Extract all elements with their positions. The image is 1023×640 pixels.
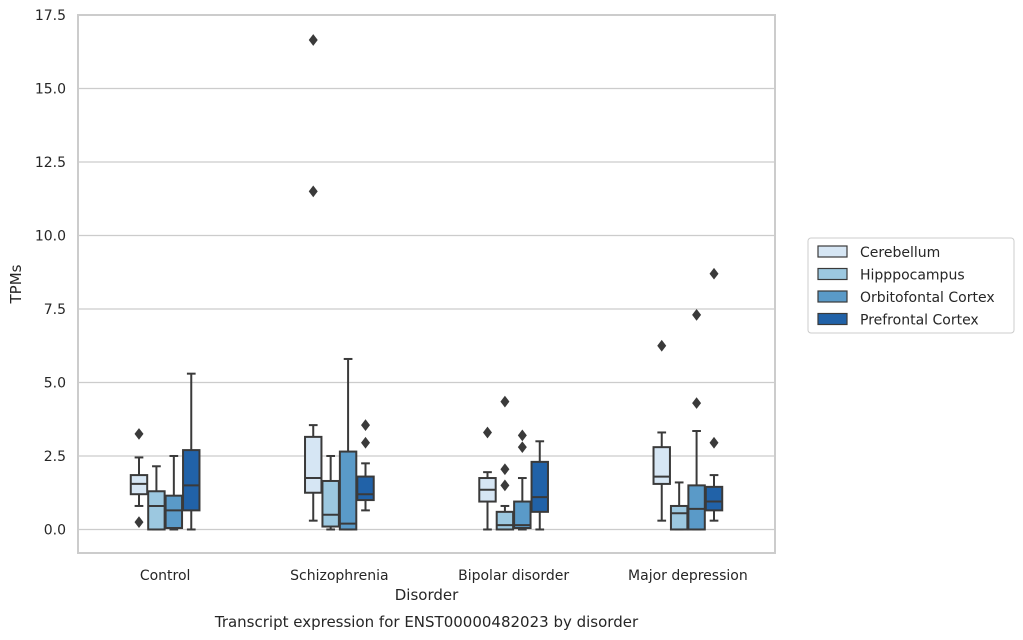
legend-swatch [817, 290, 848, 303]
box-group [129, 372, 201, 531]
box-groups [129, 34, 724, 531]
y-tick-label: 2.5 [44, 449, 66, 465]
box-rect [338, 450, 358, 531]
legend-label: Orbitofontal Cortex [860, 290, 995, 306]
outlier-point [692, 309, 702, 321]
box-cerebellum [478, 426, 497, 531]
legend-swatch [817, 312, 848, 326]
box-rect [652, 446, 671, 485]
box-cerebellum [304, 34, 323, 522]
x-tick-labels: Control Schizophrenia Bipolar disorder Majo… [140, 568, 748, 584]
outlier-point [709, 436, 719, 449]
outlier-point [500, 479, 510, 492]
outlier-point [361, 436, 371, 449]
box-rect [687, 484, 706, 531]
box-orbitofontal-cortex [338, 357, 358, 531]
legend-swatch [817, 245, 848, 258]
y-tick-label: 7.5 [44, 302, 66, 318]
box-prefrontal-cortex [530, 440, 549, 531]
y-tick-label: 10.0 [35, 228, 66, 244]
y-tick-label: 0.0 [44, 522, 66, 538]
box-orbitofontal-cortex [164, 454, 184, 531]
outlier-point [482, 426, 492, 439]
box-orbitofontal-cortex [513, 429, 532, 531]
box-hipppocampus [495, 395, 515, 531]
outlier-point [134, 516, 144, 528]
legend-item: Prefrontal Cortex [817, 312, 979, 329]
x-tick-label: Bipolar disorder [458, 568, 569, 584]
x-axis-label: Disorder [395, 586, 459, 604]
plot-frame [77, 14, 776, 554]
legend-item: Orbitofontal Cortex [817, 290, 995, 306]
legend-frame [807, 237, 1015, 334]
box-rect [164, 494, 184, 530]
chart-caption: Transcript expression for ENST0000048202… [214, 613, 639, 631]
box-prefrontal-cortex [356, 419, 375, 512]
box-rect [669, 504, 689, 531]
x-tick-label: Schizophrenia [290, 568, 388, 584]
y-tick-label: 15.0 [35, 81, 66, 97]
outlier-point [308, 34, 318, 46]
outlier-point [361, 419, 371, 431]
y-tick-label: 17.5 [35, 8, 66, 24]
legend-item: Cerebellum [817, 245, 940, 261]
box-rect [321, 479, 340, 528]
box-prefrontal-cortex [704, 267, 724, 522]
legend-label: Prefrontal Cortex [860, 313, 979, 329]
box-hipppocampus [147, 465, 166, 531]
box-group [652, 267, 724, 531]
outlier-point [134, 428, 144, 440]
outlier-point [308, 185, 318, 198]
box-rect [147, 490, 166, 531]
outlier-point [500, 463, 510, 476]
box-rect [182, 449, 201, 512]
legend: Cerebellum Hipppocampus Orbitofontal Corte… [807, 237, 1015, 334]
outlier-point [517, 429, 527, 442]
outlier-point [709, 267, 719, 280]
legend-label: Hipppocampus [860, 268, 965, 284]
box-cerebellum [129, 428, 149, 528]
box-rect [304, 435, 323, 494]
y-tick-label: 5.0 [44, 375, 66, 391]
box-prefrontal-cortex [182, 372, 201, 531]
box-rect [495, 510, 515, 531]
y-axis-label: TPMs [7, 264, 25, 304]
outlier-point [657, 339, 667, 352]
box-rect [530, 460, 549, 513]
box-rect [513, 500, 532, 530]
box-rect [356, 475, 375, 502]
outlier-point [692, 397, 702, 409]
legend-item: Hipppocampus [817, 267, 965, 284]
box-group [304, 34, 375, 531]
y-tick-labels: 0.0 2.5 5.0 7.5 10.0 12.5 15.0 17.5 [35, 8, 66, 538]
legend-label: Cerebellum [860, 245, 940, 261]
box-orbitofontal-cortex [687, 309, 706, 531]
x-tick-label: Major depression [628, 568, 748, 584]
y-tick-label: 12.5 [35, 155, 66, 171]
box-rect [704, 485, 724, 512]
box-cerebellum [652, 339, 671, 522]
legend-swatch [817, 267, 848, 281]
box-hipppocampus [321, 454, 340, 531]
outlier-point [517, 441, 527, 454]
box-group [478, 395, 549, 531]
outlier-point [500, 395, 510, 408]
x-tick-label: Control [140, 568, 191, 584]
box-hipppocampus [669, 481, 689, 531]
